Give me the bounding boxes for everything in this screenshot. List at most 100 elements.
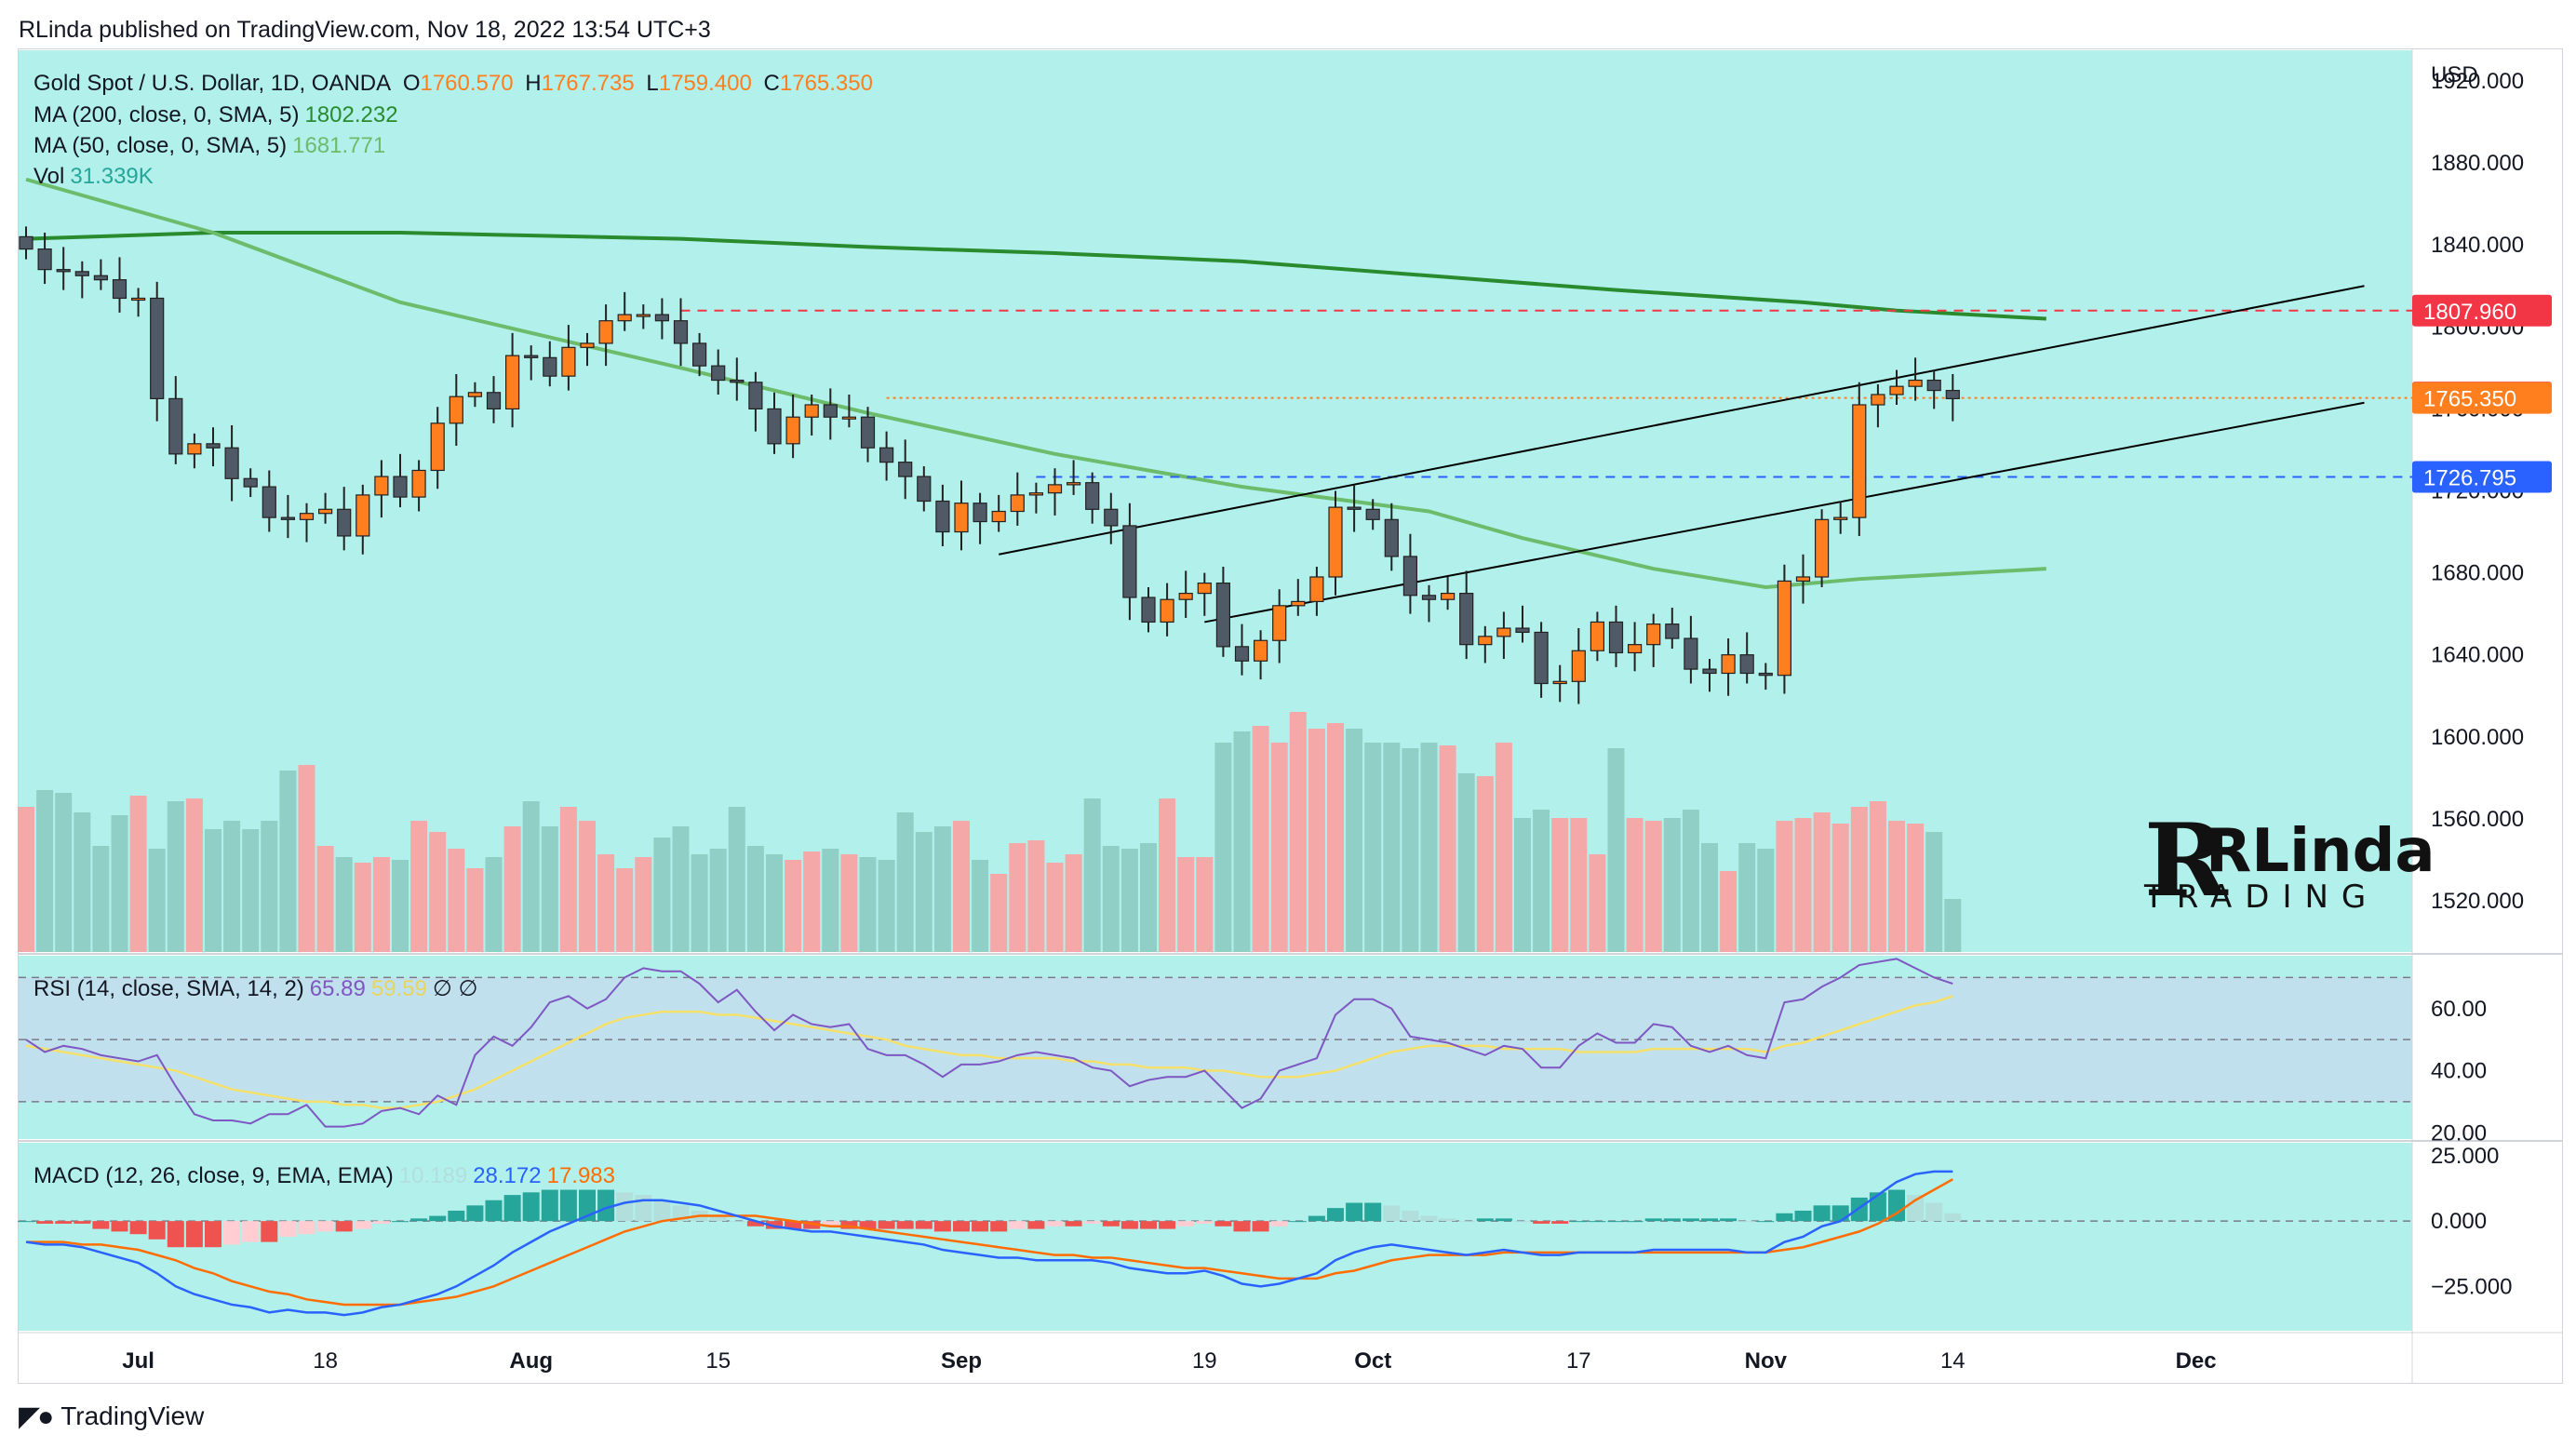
candle[interactable] [898,462,913,477]
candle[interactable] [917,476,932,503]
candle[interactable] [1646,623,1661,646]
candle[interactable] [1253,639,1268,662]
candle[interactable] [243,477,258,488]
candle[interactable] [449,396,463,424]
candle[interactable] [74,271,89,276]
candle[interactable] [804,404,819,418]
candle[interactable] [356,494,370,537]
candle[interactable] [1758,672,1773,677]
candle[interactable] [1478,636,1493,646]
candle[interactable] [1272,605,1287,641]
candle[interactable] [1833,516,1848,520]
candle[interactable] [636,314,651,317]
candle[interactable] [224,447,239,479]
candle[interactable] [1234,646,1250,662]
candle[interactable] [991,510,1006,523]
candle[interactable] [486,392,502,409]
candle[interactable] [112,279,127,300]
candle[interactable] [56,269,71,273]
candle[interactable] [1309,576,1324,603]
candle[interactable] [262,486,276,518]
candle[interactable] [393,476,408,498]
candle[interactable] [1926,379,1941,392]
candle[interactable] [935,500,950,533]
legend-ma50-row[interactable]: MA (50, close, 0, SMA, 5) 1681.771 [34,133,391,159]
candle[interactable] [280,516,295,520]
candle[interactable] [1852,404,1867,518]
legend-vol-row[interactable]: Vol 31.339K [34,164,159,190]
candle[interactable] [1328,506,1343,578]
candle[interactable] [374,476,389,496]
candle[interactable] [767,408,782,445]
candle[interactable] [1010,494,1025,513]
candle[interactable] [1365,508,1380,520]
candle[interactable] [1814,518,1830,578]
candle[interactable] [1291,600,1306,607]
candle[interactable] [617,314,632,322]
candle[interactable] [1534,631,1549,685]
candle[interactable] [430,422,445,472]
candle[interactable] [1421,595,1437,600]
candle[interactable] [580,342,595,348]
candle[interactable] [1945,389,1960,399]
candle[interactable] [1066,482,1081,486]
candle[interactable] [561,346,576,377]
candle[interactable] [748,382,763,409]
candle[interactable] [1871,394,1885,406]
candle[interactable] [1515,627,1530,634]
candle[interactable] [318,508,333,515]
trend-channel-line[interactable] [999,285,2365,556]
candle[interactable] [841,416,857,420]
candle[interactable] [1552,680,1567,685]
candle[interactable] [730,379,745,383]
candle[interactable] [1608,621,1624,654]
candle[interactable] [411,469,426,498]
candle[interactable] [1384,518,1399,557]
candle[interactable] [1496,627,1511,637]
candle[interactable] [598,320,613,344]
candle[interactable] [1122,525,1137,598]
candle[interactable] [654,314,670,322]
candle[interactable] [1459,593,1474,646]
price-label-box[interactable] [2412,461,2552,493]
candle[interactable] [1197,582,1212,595]
candle[interactable] [131,297,146,302]
candle[interactable] [1160,598,1174,623]
candle[interactable] [1047,484,1063,494]
candle[interactable] [1702,668,1717,675]
candle[interactable] [543,356,557,377]
price-label-box[interactable] [2412,382,2552,414]
candle[interactable] [1178,593,1193,600]
candle[interactable] [1028,492,1044,496]
candle[interactable] [1347,506,1362,510]
tradingview-logo[interactable]: ◤● TradingView [19,1398,204,1435]
legend-macd-row[interactable]: MACD (12, 26, close, 9, EMA, EMA) 10.189 2… [34,1163,621,1189]
candle[interactable] [1571,650,1586,682]
candle[interactable] [1141,597,1156,623]
candle[interactable] [1721,654,1736,675]
candle[interactable] [860,416,876,449]
candle[interactable] [691,342,707,367]
candle[interactable] [1684,637,1698,670]
price-label-box[interactable] [2412,294,2552,327]
candle[interactable] [1627,644,1643,654]
candle[interactable] [299,513,315,520]
candle[interactable] [1402,556,1418,597]
candle[interactable] [823,404,838,418]
candle[interactable] [1908,379,1923,387]
candle[interactable] [37,248,52,271]
candle[interactable] [1215,582,1231,648]
candle[interactable] [954,503,969,533]
candle[interactable] [1104,508,1119,527]
candle[interactable] [19,235,34,250]
trend-channel-line[interactable] [1204,401,2365,623]
candle[interactable] [1739,654,1754,675]
legend-rsi-row[interactable]: RSI (14, close, SMA, 14, 2) 65.89 59.59 ∅ ∅ [34,975,483,1002]
candle[interactable] [524,355,539,358]
candle[interactable] [93,275,109,281]
legend-symbol[interactable]: Gold Spot / U.S. Dollar, 1D, OANDA [34,71,392,96]
candle[interactable] [337,508,352,537]
candle[interactable] [879,447,894,463]
candle[interactable] [673,320,689,344]
